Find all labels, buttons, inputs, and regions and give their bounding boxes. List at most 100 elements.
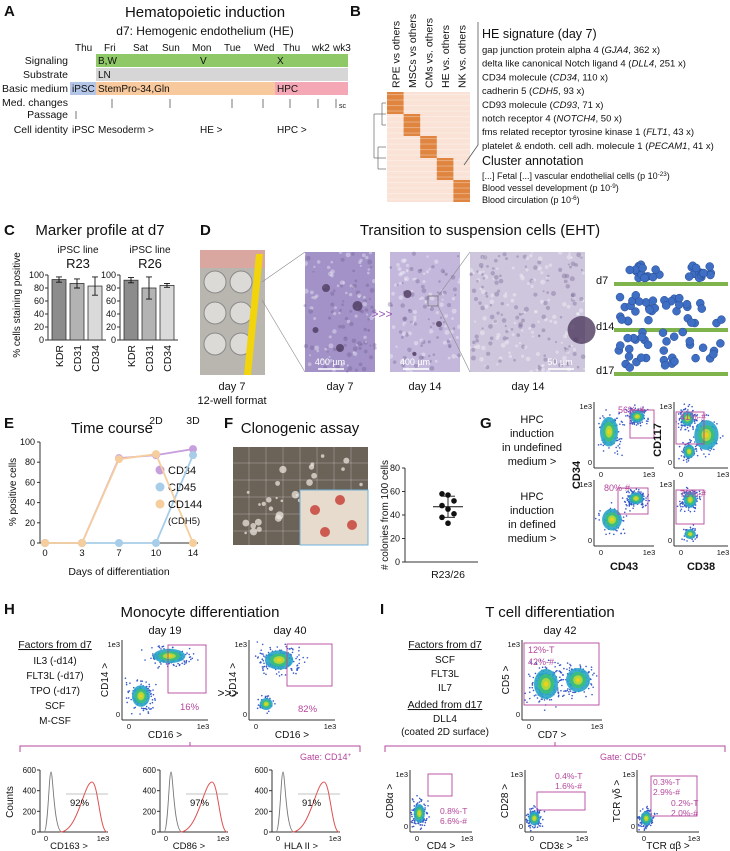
well bbox=[204, 271, 226, 293]
event-dot bbox=[695, 446, 697, 448]
texture bbox=[344, 344, 347, 347]
label: iPSC bbox=[72, 84, 95, 95]
texture bbox=[511, 299, 515, 303]
density-contour bbox=[418, 812, 420, 815]
texture bbox=[536, 352, 540, 356]
event-dot bbox=[593, 673, 595, 675]
event-dot bbox=[131, 713, 133, 715]
event-dot bbox=[259, 653, 261, 655]
text-part: + bbox=[348, 752, 352, 759]
event-dot bbox=[144, 659, 146, 661]
event-dot bbox=[262, 644, 264, 646]
event-dot bbox=[141, 649, 143, 651]
event-dot bbox=[689, 439, 691, 441]
x-tick-label: CD31 bbox=[144, 345, 156, 372]
event-dot bbox=[268, 652, 270, 654]
event-dot bbox=[603, 417, 605, 419]
event-dot bbox=[268, 695, 270, 697]
tick-label: 0 bbox=[588, 536, 592, 545]
event-dot bbox=[694, 528, 696, 530]
event-dot bbox=[565, 690, 567, 692]
colony-spot bbox=[311, 473, 317, 479]
texture bbox=[524, 307, 529, 312]
texture bbox=[435, 360, 438, 363]
text-part: Blood vessel development (p 10 bbox=[482, 183, 610, 193]
texture bbox=[553, 320, 557, 324]
y-tick-label: 80 bbox=[25, 457, 35, 467]
event-dot bbox=[257, 707, 259, 709]
texture bbox=[525, 268, 528, 271]
event-dot bbox=[697, 455, 699, 457]
texture bbox=[496, 267, 498, 269]
label: Time course bbox=[71, 420, 153, 437]
event-dot bbox=[694, 538, 696, 540]
event-dot bbox=[579, 664, 581, 666]
event-dot bbox=[598, 444, 600, 446]
substrate-strip bbox=[614, 328, 728, 332]
gene-line: CD34 molecule (CD34, 110 x) bbox=[482, 72, 608, 83]
event-dot bbox=[627, 415, 629, 417]
point bbox=[115, 455, 123, 463]
event-dot bbox=[304, 661, 306, 663]
texture bbox=[505, 330, 508, 333]
point bbox=[189, 539, 197, 547]
gene-line: delta like canonical Notch ligand 4 (DLL… bbox=[482, 59, 686, 70]
point bbox=[41, 539, 49, 547]
label: Med. changes bbox=[2, 97, 68, 109]
cell bbox=[644, 341, 652, 349]
label: FLT3L (-d17) bbox=[26, 671, 83, 682]
texture bbox=[362, 302, 367, 307]
y-tick-label: 100 bbox=[29, 270, 44, 280]
event-dot bbox=[603, 450, 605, 452]
event-dot bbox=[627, 495, 629, 497]
event-dot bbox=[524, 699, 526, 701]
label: medium > bbox=[508, 456, 557, 468]
event-dot bbox=[260, 661, 262, 663]
texture bbox=[313, 317, 316, 320]
event-dot bbox=[558, 692, 560, 694]
texture bbox=[394, 284, 397, 287]
event-dot bbox=[257, 699, 259, 701]
label: Signaling bbox=[25, 55, 68, 67]
event-dot bbox=[424, 820, 426, 822]
heatmap-stripe bbox=[387, 122, 470, 123]
event-dot bbox=[639, 491, 641, 493]
texture bbox=[569, 266, 572, 269]
event-dot bbox=[571, 695, 573, 697]
label: Cluster annotation bbox=[482, 154, 584, 168]
event-dot bbox=[554, 666, 556, 668]
texture bbox=[315, 294, 318, 297]
texture bbox=[494, 281, 498, 285]
density-contour bbox=[544, 681, 548, 687]
event-dot bbox=[638, 829, 640, 831]
label: 42%-# bbox=[528, 657, 554, 667]
event-dot bbox=[263, 672, 265, 674]
texture bbox=[538, 256, 543, 261]
event-dot bbox=[633, 491, 635, 493]
texture bbox=[479, 288, 482, 291]
text-part: Gate: CD14 bbox=[300, 752, 348, 762]
event-dot bbox=[647, 419, 649, 421]
event-dot bbox=[148, 684, 150, 686]
label: (coated 2D surface) bbox=[401, 727, 489, 738]
label: IL7 bbox=[438, 683, 452, 694]
texture bbox=[352, 338, 357, 343]
texture bbox=[412, 252, 416, 256]
texture bbox=[579, 297, 583, 301]
texture bbox=[451, 317, 454, 320]
colony-spot bbox=[250, 528, 257, 535]
texture bbox=[436, 311, 439, 314]
texture bbox=[439, 302, 444, 307]
tick-label: 0 bbox=[588, 458, 592, 467]
event-dot bbox=[422, 824, 424, 826]
point bbox=[152, 539, 160, 547]
texture bbox=[481, 286, 484, 289]
y-tick-label: 20 bbox=[25, 518, 35, 528]
texture bbox=[310, 345, 315, 350]
label: 16% bbox=[180, 702, 200, 713]
label: CD5 > bbox=[501, 666, 512, 695]
heatmap-stripe bbox=[387, 171, 470, 172]
label: StemPro-34,Gln bbox=[98, 84, 170, 95]
label: CMs vs. others bbox=[424, 18, 436, 88]
label: CD3ε > bbox=[539, 841, 572, 851]
